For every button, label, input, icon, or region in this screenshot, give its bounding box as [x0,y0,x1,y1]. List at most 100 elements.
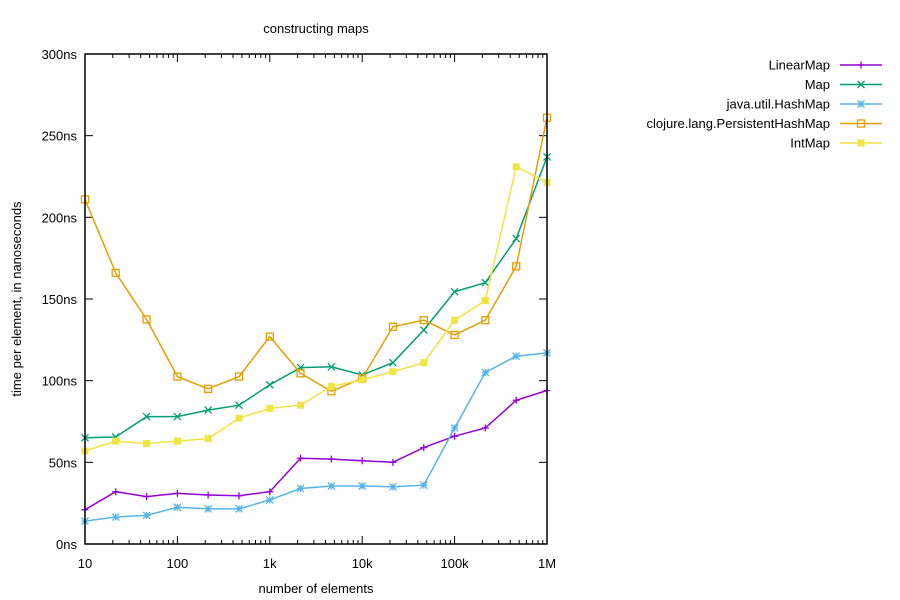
data-point [856,119,866,128]
data-point [512,262,521,271]
legend-entry: java.util.HashMap [726,97,882,112]
data-point [203,384,213,393]
data-point [296,484,305,493]
data-point [512,352,521,361]
legend-label: Map [805,77,830,92]
data-point [235,401,243,410]
data-point [857,61,865,69]
y-tick-label: 50ns [49,455,78,470]
legend-entry: clojure.lang.PersistentHashMap [646,116,882,131]
legend-label: LinearMap [769,58,830,73]
data-point [358,482,367,490]
data-point [266,488,274,496]
data-point [173,503,182,512]
series-intmap [81,163,551,455]
y-tick-label: 0ns [56,537,77,552]
data-point [327,362,336,371]
y-tick-label: 200ns [42,210,78,225]
data-point [388,322,398,331]
series-java-util-hashmap [81,348,551,526]
data-point [419,481,428,490]
legend-entry: Map [805,77,882,92]
series-clojure-lang-persistenthashmap [80,113,552,396]
data-point [450,330,459,340]
y-tick-label: 100ns [42,374,78,389]
data-point [235,414,243,422]
legend-entry: LinearMap [769,58,882,73]
data-point [265,380,274,389]
plot-area [80,113,552,526]
x-axis-label: number of elements [259,581,374,596]
data-point [327,482,336,490]
data-point [481,297,489,305]
series-line [84,165,548,452]
data-point [297,454,305,462]
data-point [451,316,459,324]
data-point [857,80,865,89]
data-point [142,315,151,324]
legend-label: java.util.HashMap [726,97,830,112]
data-point [388,482,397,491]
data-point [112,488,120,496]
y-tick-label: 150ns [42,292,78,307]
series-line [84,352,548,522]
x-tick-label: 100 [167,556,189,571]
data-point [111,268,120,278]
series-line [84,389,548,511]
legend: LinearMap Map java.util.HashMap clojure.lan… [646,58,882,151]
data-point [173,437,181,445]
series-linearmap [81,386,551,514]
legend-label: IntMap [790,136,830,151]
data-point [204,504,213,513]
data-point [296,369,305,378]
data-point [111,513,120,522]
data-point [204,406,213,415]
chart-title: constructing maps [263,21,369,36]
data-point [143,440,151,448]
data-point [204,435,212,443]
data-point [204,491,212,499]
x-tick-label: 10 [78,556,92,571]
data-point [420,444,428,452]
series-line [84,156,548,439]
data-point [481,424,489,432]
data-point [173,489,181,497]
data-point [389,458,397,466]
data-point [235,504,243,513]
data-point [481,278,490,287]
series-map [81,152,551,442]
data-point [358,376,366,384]
data-point [235,492,243,500]
y-tick-label: 300ns [42,47,78,62]
data-point [419,326,428,334]
data-point [450,287,459,296]
data-point [451,432,459,440]
x-tick-label: 1M [538,556,556,571]
data-point [265,495,274,504]
data-point [327,455,335,463]
data-point [481,316,490,325]
data-point [358,457,366,465]
data-point [481,368,490,377]
legend-label: clojure.lang.PersistentHashMap [646,116,830,131]
series-line [84,117,548,393]
data-point [266,404,274,412]
plot-frame [84,53,548,545]
y-axis-label: time per element, in nanoseconds [9,201,24,397]
data-point [389,368,397,376]
data-point [142,412,151,421]
data-point [512,234,521,243]
y-tick-label: 250ns [42,129,78,144]
data-point [450,424,459,432]
data-point [857,100,865,108]
legend-entry: IntMap [790,136,882,151]
data-point [142,511,151,520]
data-point [857,139,865,147]
data-point [265,332,274,341]
x-tick-label: 10k [352,556,373,571]
x-tick-label: 1k [263,556,277,571]
data-point [297,401,305,409]
data-point [512,163,520,171]
x-tick-label: 100k [440,556,469,571]
